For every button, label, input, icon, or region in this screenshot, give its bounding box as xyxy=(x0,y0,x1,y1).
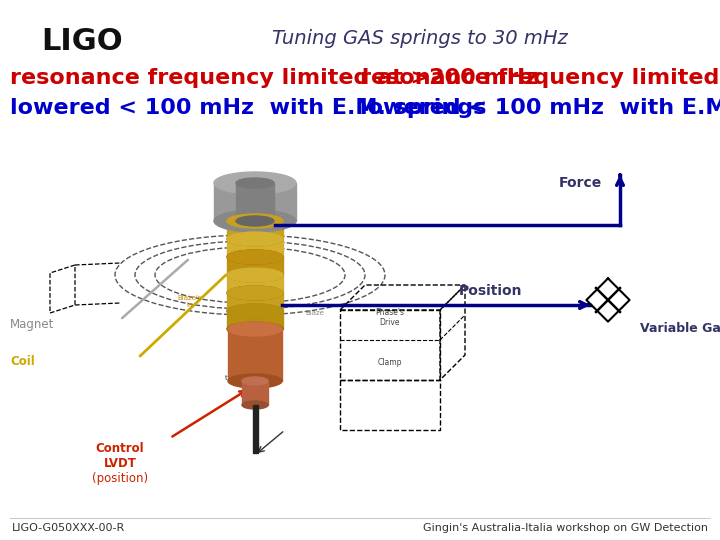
Ellipse shape xyxy=(228,322,282,336)
Text: Blaze: Blaze xyxy=(305,310,324,316)
Ellipse shape xyxy=(236,216,274,226)
Ellipse shape xyxy=(214,210,296,232)
Text: resonance frequency limited at >200 mHz: resonance frequency limited at >200 mHz xyxy=(10,68,539,88)
Text: (position): (position) xyxy=(92,472,148,485)
Ellipse shape xyxy=(227,232,283,246)
Bar xyxy=(227,293,283,311)
Bar xyxy=(228,329,282,381)
Ellipse shape xyxy=(227,268,283,282)
Ellipse shape xyxy=(236,178,274,188)
Bar xyxy=(236,183,274,221)
Ellipse shape xyxy=(227,268,283,282)
Text: Coil: Coil xyxy=(10,355,35,368)
Ellipse shape xyxy=(228,374,282,388)
Ellipse shape xyxy=(227,304,283,318)
Bar xyxy=(227,239,283,257)
Text: LIGO: LIGO xyxy=(41,28,123,57)
Bar xyxy=(242,381,268,405)
Bar xyxy=(227,221,283,239)
Bar xyxy=(227,257,283,275)
Text: Control
LVDT: Control LVDT xyxy=(96,442,144,470)
Bar xyxy=(227,275,283,293)
Ellipse shape xyxy=(227,286,283,300)
Text: lowered < 100 mHz  with E.M. springs: lowered < 100 mHz with E.M. springs xyxy=(10,98,487,118)
Text: Force: Force xyxy=(559,176,602,190)
Text: Variable Gain: Variable Gain xyxy=(640,321,720,334)
Ellipse shape xyxy=(242,401,268,409)
Ellipse shape xyxy=(227,232,283,246)
Bar xyxy=(227,311,283,329)
Text: Tuning GAS springs to 30 mHz: Tuning GAS springs to 30 mHz xyxy=(272,29,568,48)
Ellipse shape xyxy=(227,250,283,264)
Ellipse shape xyxy=(214,172,296,194)
Text: to the Payload: to the Payload xyxy=(225,375,275,381)
Text: LIGO-G050XXX-00-R: LIGO-G050XXX-00-R xyxy=(12,523,125,533)
Ellipse shape xyxy=(242,377,268,385)
Bar xyxy=(214,183,296,221)
Text: resonance frequency limited at >200 mHz: resonance frequency limited at >200 mHz xyxy=(360,68,720,88)
Text: lowered < 100 mHz  with E.M. springs: lowered < 100 mHz with E.M. springs xyxy=(360,98,720,118)
Ellipse shape xyxy=(227,250,283,264)
Text: Clamp: Clamp xyxy=(378,358,402,367)
Ellipse shape xyxy=(227,286,283,300)
Ellipse shape xyxy=(227,322,283,336)
Ellipse shape xyxy=(227,214,283,228)
Bar xyxy=(253,405,258,453)
Ellipse shape xyxy=(227,304,283,318)
Text: Position: Position xyxy=(458,284,522,298)
Text: Gingin's Australia-Italia workshop on GW Detection: Gingin's Australia-Italia workshop on GW… xyxy=(423,523,708,533)
Text: Blaze's
In: Blaze's In xyxy=(178,295,202,308)
Text: Phase's
Drive: Phase's Drive xyxy=(376,308,405,327)
Text: Magnet: Magnet xyxy=(10,318,55,331)
